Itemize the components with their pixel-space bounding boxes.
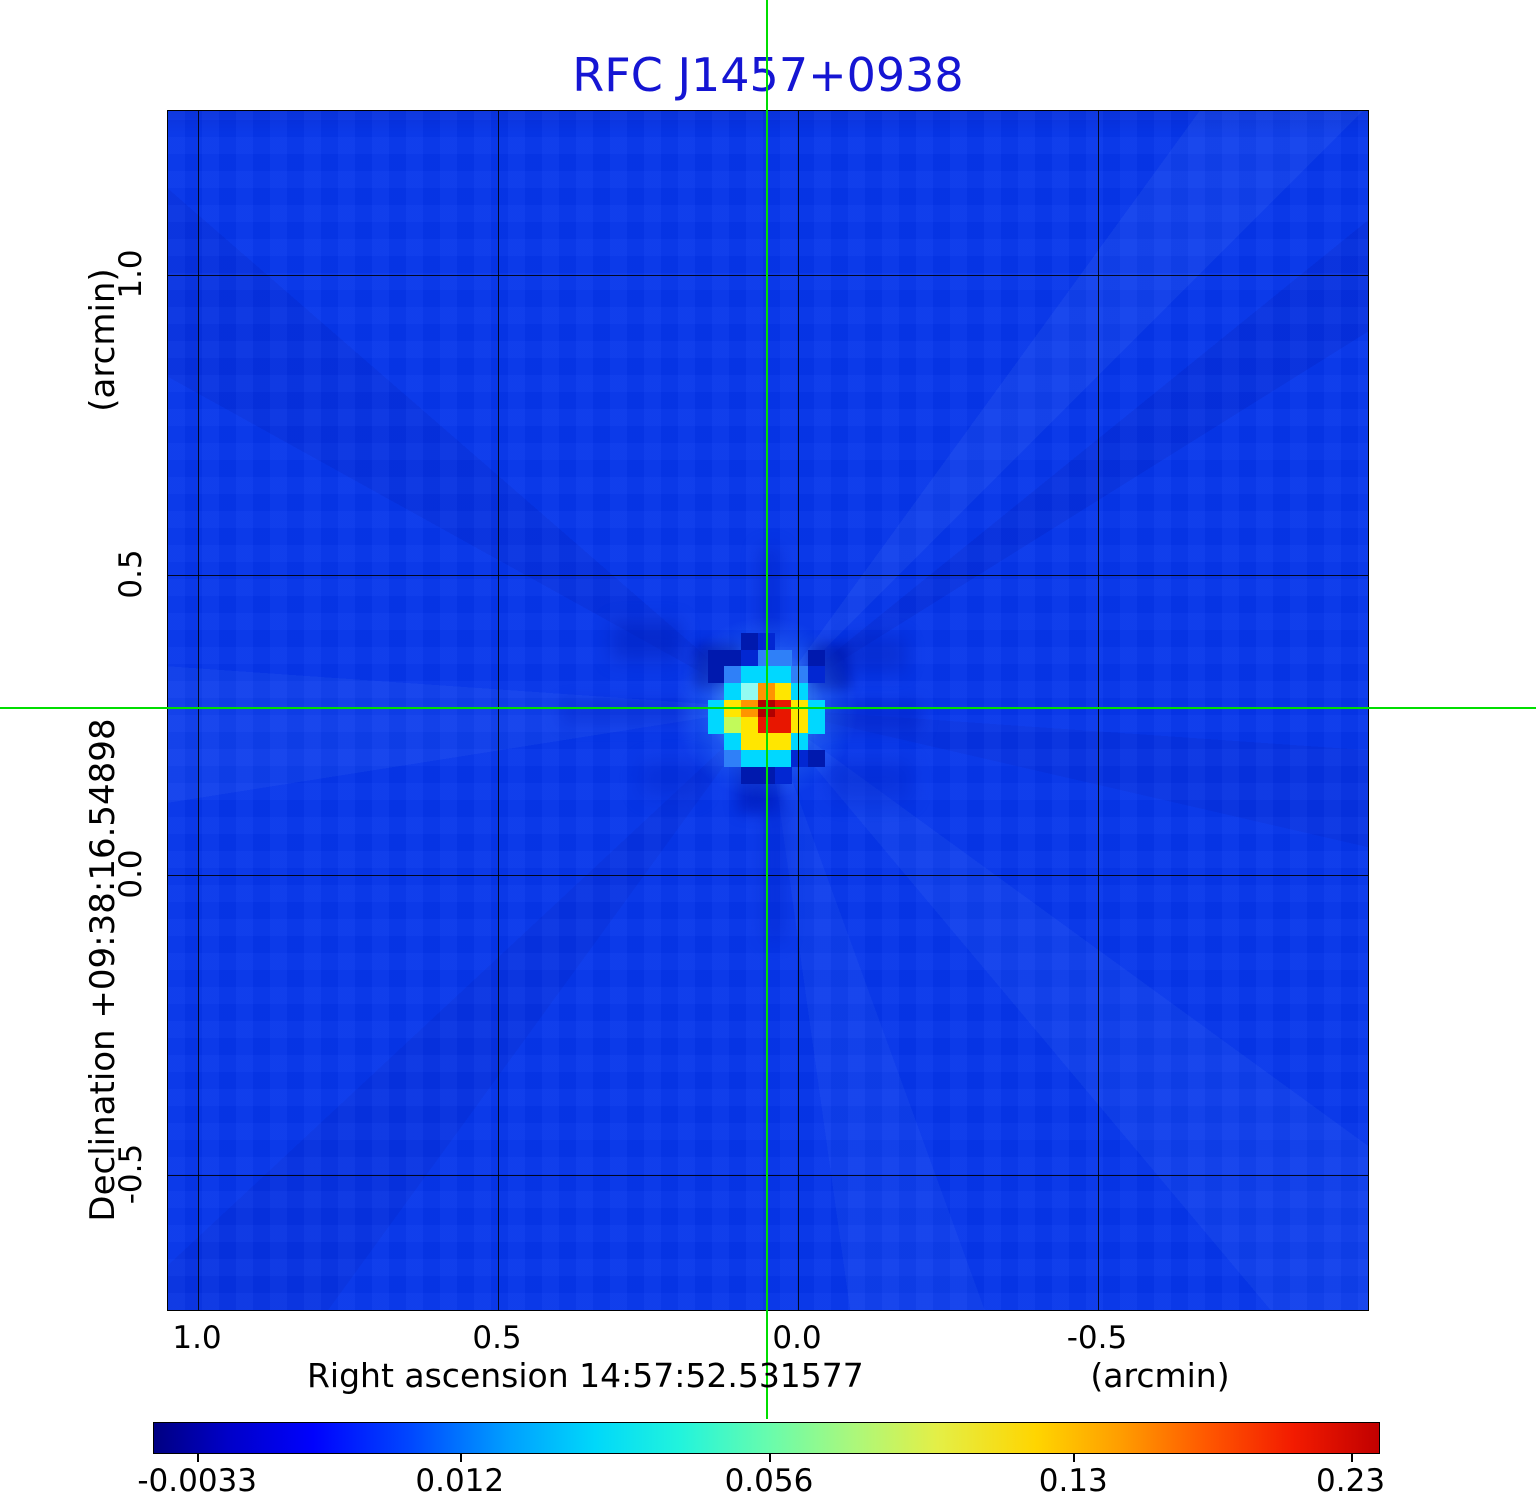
source-pixel [741,716,759,734]
sidelobe-patch [641,761,701,797]
source-pixel [707,716,725,734]
colorbar [153,1422,1380,1454]
source-pixel [724,733,742,751]
source-pixel [774,683,792,701]
source-pixel [791,733,809,751]
x-axis-label: Right ascension 14:57:52.531577 [307,1356,864,1395]
gridline-horizontal [168,575,1368,576]
source-pixel [724,749,742,767]
source-pixel [774,666,792,684]
y-axis-label: Declination +09:38:16.54898 [83,718,123,1222]
x-axis-unit-label: (arcmin) [1090,1356,1230,1395]
colorbar-tick [459,1454,462,1462]
colorbar-tick-label: 0.13 [1038,1463,1108,1499]
colorbar-tick-label: 0.23 [1316,1463,1386,1499]
source-pixel [791,749,809,767]
colorbar-tick-label: 0.012 [415,1463,505,1499]
colorbar-tick [768,1454,771,1462]
source-pixel [774,649,792,667]
source-pixel [807,749,825,767]
source-pixel [791,666,809,684]
source-pixel [724,716,742,734]
source-pixel [707,649,725,667]
source-pixel [741,633,759,650]
x-tick-label: 0.5 [472,1320,522,1356]
source-pixel [791,683,809,701]
source-pixel [774,733,792,751]
crosshair-vertical-line [766,0,768,1419]
source-pixel [807,649,825,667]
source-pixel [807,666,825,684]
source-pixel [741,666,759,684]
gridline-vertical [498,111,499,1310]
x-tick-label: 0.0 [772,1320,822,1356]
sidelobe-patch [831,761,911,801]
source-pixel [707,666,725,684]
sky-map [167,110,1369,1311]
source-pixel [741,749,759,767]
source-pixel [741,733,759,751]
sidelobe-patch [764,801,786,941]
colorbar-tick-label: 0.056 [724,1463,814,1499]
gridline-vertical [1098,111,1099,1310]
source-pixel [741,683,759,701]
source-pixel [774,749,792,767]
sidelobe-patch [561,701,691,725]
crosshair-horizontal-line [0,707,1536,709]
sidelobe-patch [611,621,681,661]
gridline-vertical [198,111,199,1310]
figure-title: RFC J1457+0938 [572,48,964,102]
source-pixel [741,766,759,784]
y-tick-label: 0.5 [113,549,149,599]
source-pixel [774,766,792,784]
x-tick-label: 1.0 [172,1320,222,1356]
gridline-vertical [798,111,799,1310]
gridline-horizontal [168,275,1368,276]
source-pixel [724,649,742,667]
colorbar-tick [197,1454,200,1462]
colorbar-tick [1350,1454,1353,1462]
y-axis-unit-label: (arcmin) [83,268,123,412]
colorbar-tick [1073,1454,1076,1462]
source-pixel [774,716,792,734]
gridline-horizontal [168,875,1368,876]
gridline-horizontal [168,1175,1368,1176]
x-tick-label: -0.5 [1066,1320,1128,1356]
colorbar-tick-label: -0.0033 [137,1463,257,1499]
source-pixel [724,666,742,684]
source-pixel [741,649,759,667]
source-pixel [807,716,825,734]
sidelobe-patch [846,636,906,672]
source-pixel [791,716,809,734]
source-pixel [724,683,742,701]
